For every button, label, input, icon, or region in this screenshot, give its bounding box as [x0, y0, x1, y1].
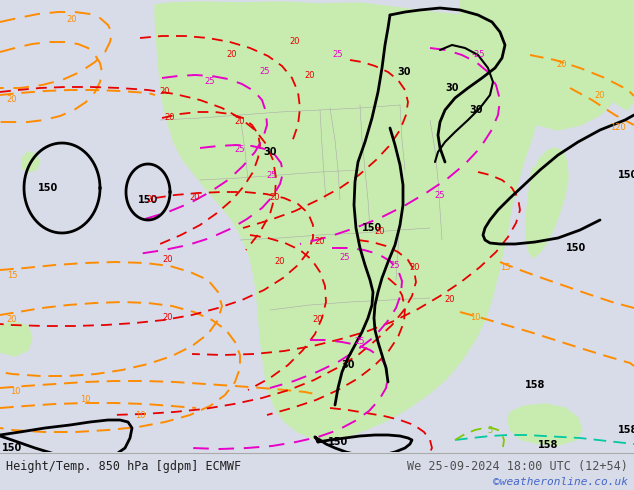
Text: 25: 25: [435, 191, 445, 199]
Text: Height/Temp. 850 hPa [gdpm] ECMWF: Height/Temp. 850 hPa [gdpm] ECMWF: [6, 460, 241, 472]
Text: We 25-09-2024 18:00 UTC (12+54): We 25-09-2024 18:00 UTC (12+54): [407, 460, 628, 472]
Text: 20: 20: [290, 38, 301, 47]
Text: 150: 150: [566, 243, 586, 253]
Text: 150: 150: [38, 183, 58, 193]
Text: 25: 25: [205, 77, 216, 87]
Text: 20: 20: [557, 60, 567, 70]
Text: 20: 20: [163, 314, 173, 322]
Text: 15: 15: [500, 264, 510, 272]
Text: 25: 25: [235, 146, 245, 154]
Text: 20: 20: [313, 316, 323, 324]
Text: 150: 150: [138, 195, 158, 205]
Text: 120: 120: [610, 123, 626, 132]
Text: ©weatheronline.co.uk: ©weatheronline.co.uk: [493, 477, 628, 487]
Text: 150: 150: [618, 170, 634, 180]
Text: 150: 150: [362, 223, 382, 233]
Text: 10: 10: [135, 411, 145, 419]
Text: 20: 20: [163, 255, 173, 265]
Text: 150: 150: [328, 437, 348, 447]
Text: 20: 20: [7, 316, 17, 324]
Text: 20: 20: [314, 238, 325, 246]
Text: 150: 150: [2, 443, 22, 453]
Text: 25: 25: [267, 171, 277, 179]
Text: 30: 30: [398, 67, 411, 77]
Text: 10: 10: [10, 388, 20, 396]
Text: 20: 20: [235, 118, 245, 126]
Text: -25: -25: [471, 50, 485, 59]
Text: 20: 20: [595, 91, 605, 99]
Polygon shape: [460, 0, 634, 130]
Text: 30: 30: [341, 360, 355, 370]
Text: 158: 158: [525, 380, 545, 390]
Polygon shape: [508, 404, 582, 445]
Text: 158: 158: [538, 440, 558, 450]
Text: 20: 20: [275, 258, 285, 267]
Text: 30: 30: [469, 105, 482, 115]
Polygon shape: [155, 2, 540, 440]
Text: 20: 20: [305, 71, 315, 79]
Text: 25: 25: [260, 68, 270, 76]
Text: 30: 30: [263, 147, 277, 157]
Text: 25: 25: [333, 50, 343, 59]
Text: 10: 10: [470, 314, 480, 322]
Text: 20: 20: [269, 194, 280, 202]
Text: 25: 25: [340, 253, 350, 263]
Polygon shape: [22, 152, 40, 172]
Text: 30: 30: [445, 83, 459, 93]
Text: 25: 25: [390, 261, 400, 270]
Text: 5: 5: [488, 425, 493, 435]
Text: 15: 15: [7, 270, 17, 279]
Text: 20: 20: [7, 96, 17, 104]
Polygon shape: [596, 0, 634, 110]
Text: 10: 10: [80, 395, 90, 405]
Text: 20: 20: [190, 194, 200, 202]
Text: 25: 25: [355, 338, 365, 346]
Text: 20: 20: [227, 50, 237, 59]
Text: 158: 158: [618, 425, 634, 435]
Polygon shape: [430, 108, 498, 170]
Text: 20: 20: [67, 16, 77, 24]
Polygon shape: [526, 148, 568, 258]
Text: 20: 20: [375, 227, 385, 237]
Text: 20: 20: [160, 88, 171, 97]
Polygon shape: [0, 322, 32, 356]
Text: 20: 20: [410, 264, 420, 272]
Text: 20: 20: [146, 196, 157, 204]
Text: 20: 20: [444, 295, 455, 304]
Text: 20: 20: [165, 114, 175, 122]
